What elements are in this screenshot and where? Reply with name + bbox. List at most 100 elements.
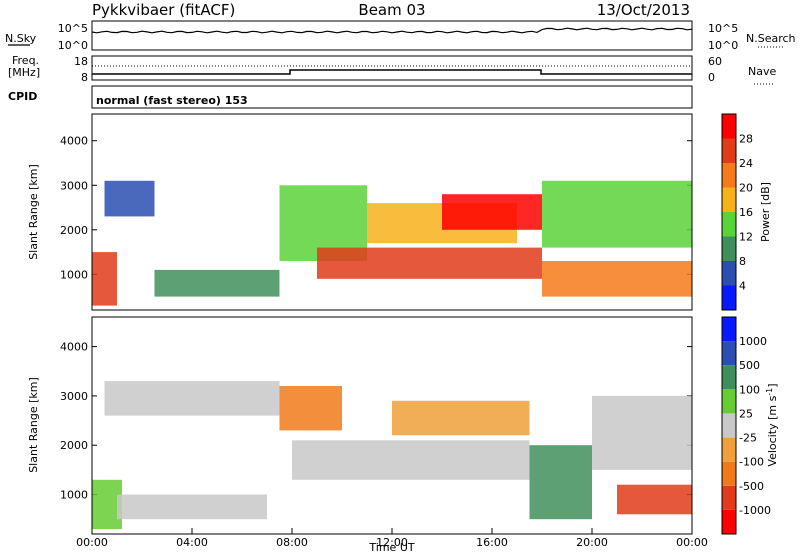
freq-label-line1: Freq. <box>12 54 39 67</box>
beam-title: Beam 03 <box>358 1 425 19</box>
velocity-colorbar-tick-1: -500 <box>739 480 764 493</box>
x-tick-label-4: 16:00 <box>476 536 508 549</box>
power-band-1 <box>104 180 155 217</box>
velocity-colorbar-cell-7 <box>722 341 736 366</box>
velocity-colorbar-cell-6 <box>722 365 736 390</box>
velocity-colorbar-label-end: ] <box>766 383 779 387</box>
power-colorbar-tick-1: 8 <box>739 255 746 268</box>
freq-trace <box>92 69 692 75</box>
velocity-colorbar-tick-5: 100 <box>739 383 760 396</box>
velocity-colorbar-label-main: Velocity [m s <box>766 395 779 466</box>
velocity-colorbar-tick-7: 1000 <box>739 335 767 348</box>
power-ytick-label-2: 3000 <box>60 179 88 192</box>
power-ytick-label-1: 2000 <box>60 224 88 237</box>
velocity-colorbar-cell-2 <box>722 461 736 486</box>
power-colorbar-cell-3 <box>722 212 736 237</box>
power-y-axis-label: Slant Range [km] <box>27 164 40 260</box>
power-colorbar-tick-0: 4 <box>739 280 746 293</box>
velocity-colorbar-label: Velocity [m s-1] <box>765 383 779 466</box>
power-colorbar-cell-7 <box>722 114 736 139</box>
x-tick-label-2: 08:00 <box>276 536 308 549</box>
power-colorbar-tick-4: 20 <box>739 182 753 195</box>
velocity-band-8 <box>617 484 692 515</box>
power-colorbar-cell-0 <box>722 285 736 310</box>
velocity-colorbar-tick-2: -100 <box>739 456 764 469</box>
velocity-band-4 <box>292 440 530 480</box>
x-tick-label-5: 20:00 <box>576 536 608 549</box>
power-band-8 <box>542 261 692 297</box>
power-panel-frame <box>91 113 693 311</box>
velocity-band-5 <box>392 400 530 436</box>
nave-label: Nave <box>748 65 776 78</box>
cpid-panel-frame <box>91 85 693 109</box>
power-colorbar-tick-3: 16 <box>739 206 753 219</box>
power-colorbar-cell-1 <box>722 261 736 286</box>
freq-right-tick-top: 60 <box>708 55 722 68</box>
velocity-colorbar-cell-0 <box>722 509 736 534</box>
power-colorbar-tick-2: 12 <box>739 231 753 244</box>
x-tick-label-6: 00:00 <box>676 536 708 549</box>
velocity-band-6 <box>529 445 592 520</box>
power-band-0 <box>92 252 117 306</box>
power-colorbar-cell-4 <box>722 187 736 212</box>
velocity-ytick-label-1: 2000 <box>60 439 88 452</box>
noise-search-label: N.Search <box>746 32 796 45</box>
freq-right-tick-bottom: 0 <box>708 71 715 84</box>
power-panel: Slant Range [km] 1000 2000 3000 4000 4 8 12 16… <box>27 113 772 311</box>
velocity-colorbar-tick-0: -1000 <box>739 504 771 517</box>
time-x-axis: 00:00 04:00 08:00 12:00 16:00 20:00 00:00 <box>76 528 708 549</box>
velocity-colorbar-cell-8 <box>722 317 736 342</box>
noise-sky-label: N.Sky <box>5 32 37 45</box>
x-tick-label-1: 04:00 <box>176 536 208 549</box>
velocity-ytick-label-3: 4000 <box>60 341 88 354</box>
velocity-band-2 <box>117 494 267 520</box>
power-data-bands <box>92 180 692 306</box>
cpid-panel: CPID normal (fast stereo) 153 <box>8 85 693 109</box>
power-colorbar-tick-6: 28 <box>739 133 753 146</box>
x-axis-label: Time UT <box>368 541 414 554</box>
power-ytick-label-3: 4000 <box>60 135 88 148</box>
power-colorbar-cell-5 <box>722 163 736 188</box>
power-band-4 <box>317 247 542 279</box>
power-band-7 <box>542 180 692 248</box>
velocity-band-1 <box>104 381 280 416</box>
noise-left-tick-top: 10^5 <box>58 22 88 35</box>
velocity-ytick-label-2: 3000 <box>60 390 88 403</box>
noise-panel: N.Sky 10^5 10^0 10^5 10^0 N.Search <box>5 20 796 52</box>
velocity-colorbar-cell-5 <box>722 389 736 414</box>
freq-panel-frame <box>91 55 693 81</box>
velocity-band-3 <box>279 386 342 431</box>
power-colorbar-tick-5: 24 <box>739 157 753 170</box>
freq-label-line2: [MHz] <box>8 66 40 79</box>
power-ytick-label-0: 1000 <box>60 268 88 281</box>
power-y-ticks: 1000 2000 3000 4000 <box>60 135 692 281</box>
velocity-colorbar-tick-3: -25 <box>739 432 757 445</box>
cpid-label: CPID <box>8 90 37 103</box>
velocity-data-bands <box>92 381 692 530</box>
radar-title: Pykkvibaer (fitACF) <box>92 1 235 19</box>
velocity-colorbar-tick-4: 25 <box>739 407 753 420</box>
velocity-colorbar-frame <box>721 316 737 535</box>
noise-right-tick-top: 10^5 <box>708 22 738 35</box>
velocity-colorbar-cell-3 <box>722 437 736 462</box>
power-band-6 <box>442 194 542 230</box>
velocity-colorbar: -1000 -500 -100 -25 25 100 500 1000 <box>721 316 771 535</box>
power-band-2 <box>154 269 280 297</box>
noise-left-tick-bottom: 10^0 <box>58 39 88 52</box>
noise-right-tick-bottom: 10^0 <box>708 39 738 52</box>
velocity-colorbar-cell-1 <box>722 485 736 510</box>
noise-sky-trace <box>91 27 693 34</box>
noise-panel-frame <box>91 20 693 51</box>
freq-left-tick-bottom: 8 <box>81 71 88 84</box>
velocity-colorbar-tick-6: 500 <box>739 359 760 372</box>
power-colorbar-cell-6 <box>722 138 736 163</box>
x-tick-label-3: 12:00 <box>376 536 408 549</box>
velocity-y-axis-label: Slant Range [km] <box>27 377 40 473</box>
velocity-band-7 <box>592 395 692 470</box>
velocity-colorbar-label-sup: -1 <box>765 388 774 396</box>
date-title: 13/Oct/2013 <box>597 1 690 19</box>
power-colorbar-cell-2 <box>722 236 736 261</box>
x-tick-label-0: 00:00 <box>76 536 108 549</box>
